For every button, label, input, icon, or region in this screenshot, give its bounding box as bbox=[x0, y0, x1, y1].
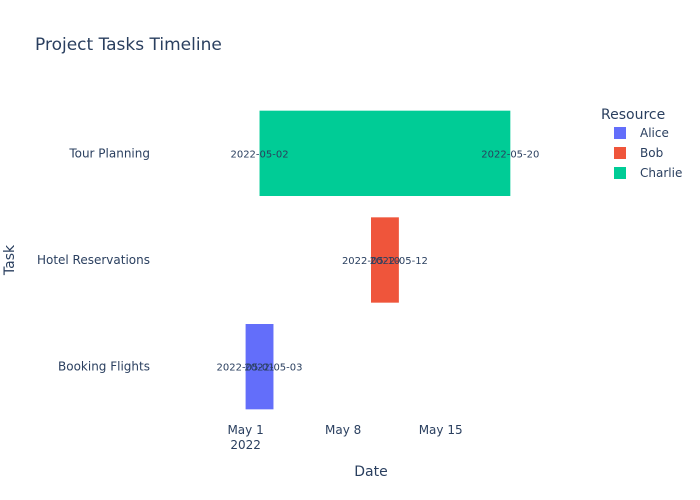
legend-swatch-charlie bbox=[614, 167, 626, 179]
x-tick-label: May 15 bbox=[419, 423, 463, 437]
legend-item-alice: Alice bbox=[640, 126, 669, 140]
legend: Resource Alice Bob Charlie bbox=[601, 107, 682, 180]
bar-charlie bbox=[259, 110, 511, 196]
legend-swatch-alice bbox=[614, 127, 626, 139]
legend-item-charlie: Charlie bbox=[640, 166, 682, 180]
bar-bob bbox=[371, 217, 399, 303]
y-tick-labels: Tour Planning Hotel Reservations Booking F… bbox=[37, 146, 150, 373]
x-tick-sublabel: 2022 bbox=[230, 438, 261, 452]
y-axis-title: Task bbox=[2, 244, 18, 276]
bar-start-label: 2022-05-02 bbox=[230, 149, 288, 160]
chart-title: Project Tasks Timeline bbox=[35, 35, 222, 55]
bar-start-label: 2022-05-10 bbox=[342, 256, 400, 267]
legend-item-bob: Bob bbox=[640, 146, 663, 160]
bar-end-label: 2022-05-12 bbox=[370, 256, 428, 267]
y-tick-label: Hotel Reservations bbox=[37, 253, 150, 267]
x-axis-title: Date bbox=[354, 464, 387, 480]
legend-swatch-bob bbox=[614, 147, 626, 159]
y-tick-label: Booking Flights bbox=[58, 360, 150, 374]
bar-alice bbox=[245, 324, 274, 410]
bar-end-label: 2022-05-20 bbox=[481, 149, 539, 160]
y-tick-label: Tour Planning bbox=[68, 146, 150, 160]
legend-title: Resource bbox=[601, 107, 665, 123]
x-tick-label: May 8 bbox=[325, 423, 361, 437]
bar-start-label: 2022-05-01 bbox=[217, 363, 275, 374]
x-tick-label: May 1 bbox=[227, 423, 263, 437]
bar-end-label: 2022-05-03 bbox=[244, 363, 302, 374]
